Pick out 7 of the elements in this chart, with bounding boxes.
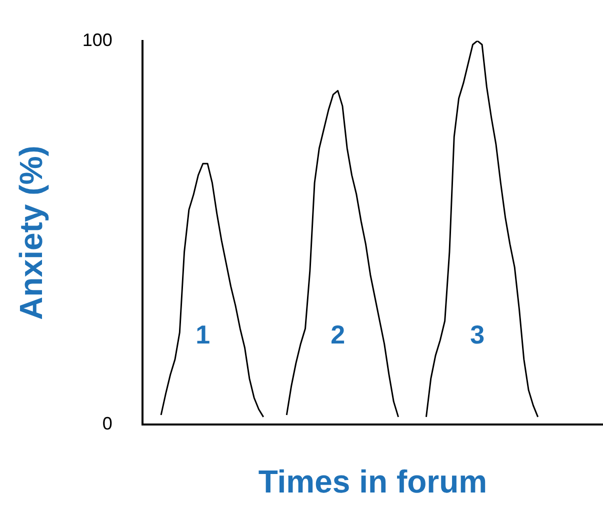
y-axis-title: Anxiety (%): [13, 146, 50, 320]
y-tick-label: 100: [82, 30, 112, 50]
annotation: 1: [196, 320, 210, 350]
annotation: 3: [470, 320, 485, 350]
annotation: 2: [330, 320, 346, 350]
y-tick-label: 0: [102, 414, 112, 434]
x-axis-title: Times in forum: [258, 464, 488, 500]
